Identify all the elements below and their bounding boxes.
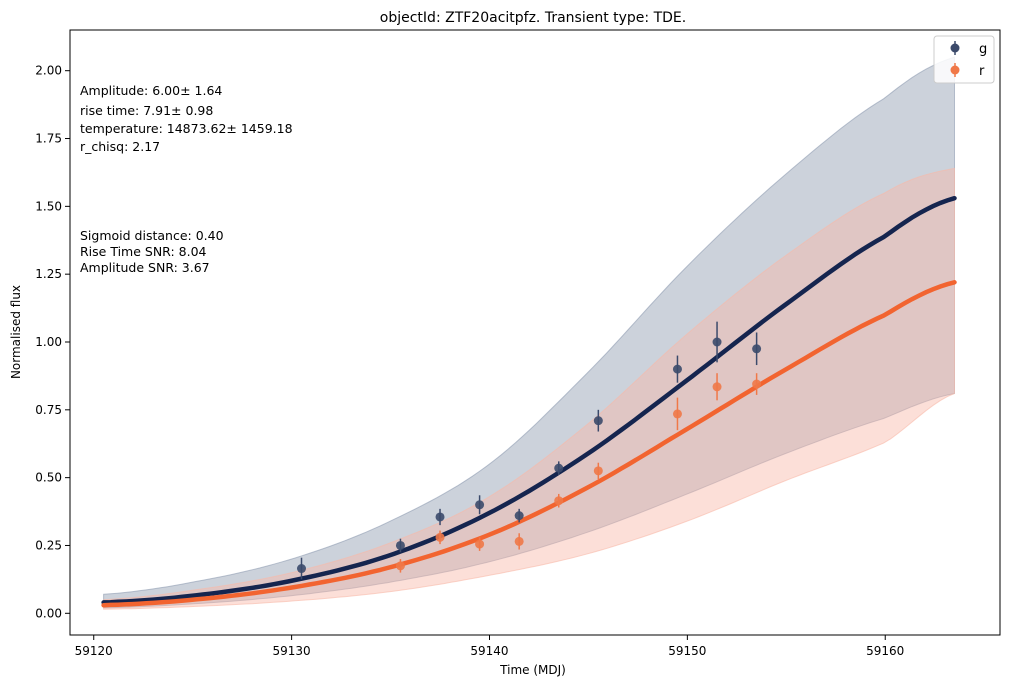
fit-line-g <box>101 195 957 605</box>
y-tick-label: 0.25 <box>35 538 62 552</box>
data-point-r-5 <box>593 462 603 480</box>
annotation-rise-time: rise time: 7.91± 0.98 <box>80 103 213 118</box>
marker <box>514 536 524 546</box>
legend-entry-g: g <box>950 41 987 57</box>
marker <box>672 364 682 374</box>
y-tick-label: 1.00 <box>35 335 62 349</box>
confidence-bands <box>103 56 955 610</box>
data-point-r-7 <box>712 373 722 401</box>
x-tick-label: 59140 <box>470 644 508 658</box>
x-tick-label: 59130 <box>273 644 311 658</box>
marker <box>475 539 485 549</box>
y-tick-label: 0.50 <box>35 471 62 485</box>
marker <box>475 500 485 510</box>
data-point-g-6 <box>593 409 603 432</box>
annotation-amplitude-snr: Amplitude SNR: 3.67 <box>80 260 210 275</box>
y-tick-label: 1.75 <box>35 132 62 146</box>
y-tick-label: 1.50 <box>35 199 62 213</box>
legend-g-marker <box>950 43 960 53</box>
band-r <box>103 167 955 610</box>
y-tick-label: 0.00 <box>35 606 62 620</box>
fit-lines <box>101 195 957 608</box>
marker <box>395 561 405 571</box>
marker <box>752 344 762 354</box>
x-axis-label: Time (MDJ) <box>499 663 566 677</box>
data-point-g-2 <box>435 508 445 526</box>
marker <box>593 416 603 426</box>
chart-title: objectId: ZTF20acitpfz. Transient type: … <box>380 10 686 26</box>
marker <box>712 382 722 392</box>
marker <box>752 379 762 389</box>
data-point-r-1 <box>435 530 445 545</box>
data-point-r-8 <box>752 373 762 395</box>
legend-box <box>933 35 995 84</box>
y-tick-label: 0.75 <box>35 403 62 417</box>
data-point-r-4 <box>554 493 564 508</box>
data-point-g-7 <box>672 355 682 383</box>
data-point-r-0 <box>395 559 405 573</box>
fit-line-r <box>101 280 957 608</box>
marker <box>514 511 524 521</box>
annotation-amplitude: Amplitude: 6.00± 1.64 <box>80 83 222 98</box>
marker <box>435 512 445 522</box>
legend-entry-r: r <box>950 63 985 79</box>
marker <box>297 564 307 574</box>
legend-r-label: r <box>979 64 985 79</box>
data-point-r-6 <box>672 397 682 431</box>
data-point-g-5 <box>554 461 564 475</box>
data-point-g-3 <box>475 495 485 515</box>
annotation-r-chisq: r_chisq: 2.17 <box>80 139 160 154</box>
legend-g-label: g <box>979 42 987 57</box>
annotation-temperature: temperature: 14873.62± 1459.18 <box>80 121 293 136</box>
annotation-rise-time-snr: Rise Time SNR: 8.04 <box>80 244 207 259</box>
marker <box>593 466 603 476</box>
plot-frame <box>69 29 1001 636</box>
y-axis: 0.00 0.25 0.50 0.75 1.00 1.25 1.50 1.75 2.00 <box>35 64 70 620</box>
data-point-r-2 <box>475 537 485 551</box>
data-point-g-8 <box>712 321 722 363</box>
data-point-g-9 <box>752 332 762 366</box>
data-point-r-3 <box>514 533 524 550</box>
x-axis: 59120 59130 59140 59150 59160 <box>75 635 904 658</box>
x-tick-label: 59120 <box>75 644 113 658</box>
y-tick-label: 2.00 <box>35 64 62 78</box>
data-point-g-1 <box>395 538 405 553</box>
legend-r-marker <box>950 65 960 75</box>
marker <box>395 540 405 550</box>
y-tick-label: 1.25 <box>35 267 62 281</box>
marker <box>712 337 722 347</box>
snr-annotation: Sigmoid distance: 0.40 Rise Time SNR: 8.… <box>80 228 224 275</box>
fit-params-annotation: Amplitude: 6.00± 1.64 rise time: 7.91± 0… <box>80 83 293 154</box>
annotation-sigmoid-distance: Sigmoid distance: 0.40 <box>80 228 224 243</box>
legend: g r <box>933 35 995 84</box>
data-points <box>297 321 762 580</box>
marker <box>435 532 445 542</box>
y-axis-label: Normalised flux <box>9 285 23 379</box>
data-point-g-0 <box>297 557 307 580</box>
marker <box>554 496 564 506</box>
data-point-g-4 <box>514 508 524 523</box>
marker <box>554 463 564 473</box>
x-tick-label: 59160 <box>866 644 904 658</box>
marker <box>672 409 682 419</box>
x-tick-label: 59150 <box>668 644 706 658</box>
